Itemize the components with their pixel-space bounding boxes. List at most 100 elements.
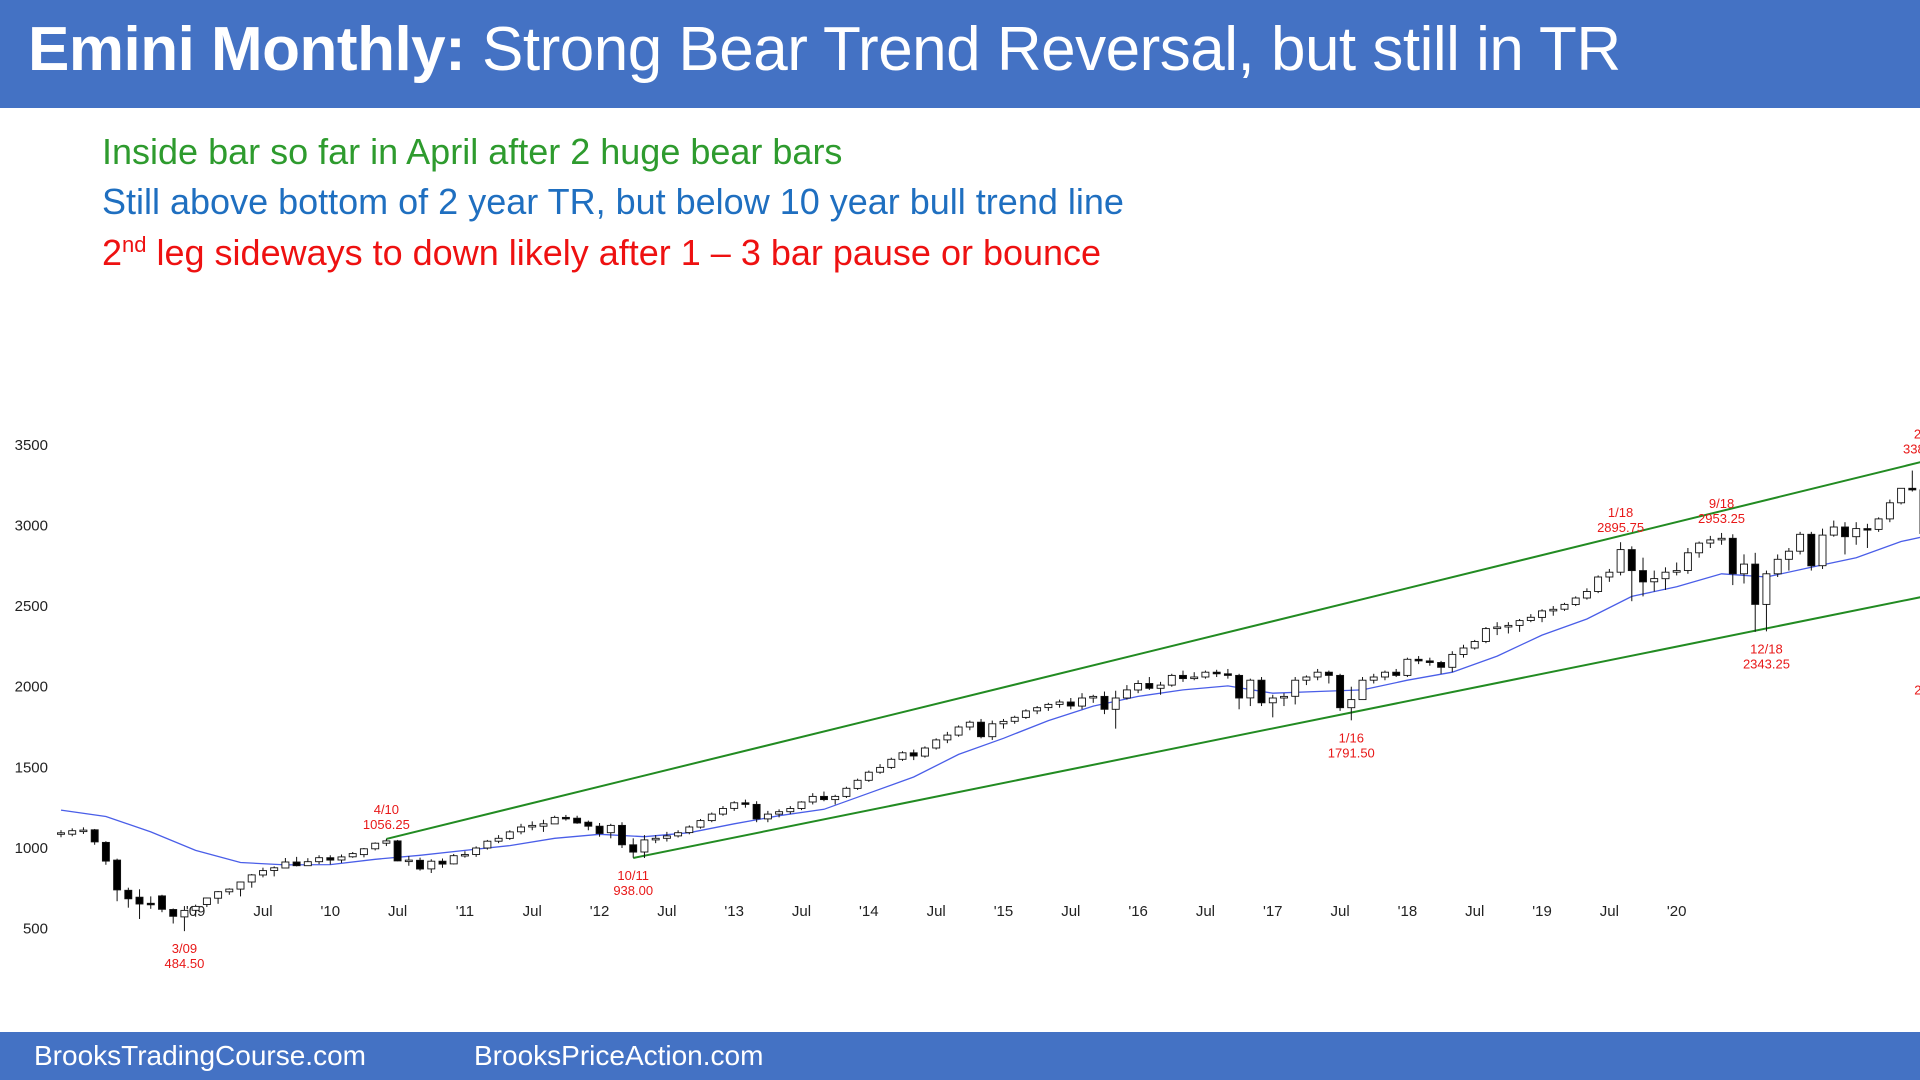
candle-bull [1381,671,1389,678]
annotation-date-label: 3/09 [172,941,197,956]
candle-bull [988,723,997,738]
candle-bull [1695,542,1704,554]
candle-bull [1672,570,1681,573]
x-tick-label: Jul [792,903,811,920]
footer-link-price-action[interactable]: BrooksPriceAction.com [474,1040,764,1071]
candle-bull [225,888,234,893]
candle-bear [90,829,99,843]
candle-bull [1122,689,1131,699]
annotation-price-label: 2343.25 [1743,656,1790,671]
candle-bull [1167,674,1176,686]
x-tick-label: '18 [1398,903,1418,920]
footer-banner: BrooksTradingCourse.com BrooksPriceActio… [0,1032,1920,1080]
candle-bear [584,821,593,827]
candle-bull [270,867,279,871]
candle-bull [853,779,862,789]
candle-bear [820,795,828,801]
channel-line-upper [386,461,1920,840]
candle-bear [1336,674,1345,709]
candle-bear [1751,563,1760,605]
candle-bull [483,840,492,849]
candle-bear [1863,528,1872,531]
channel-line-lower [633,596,1920,859]
candle-bear [292,861,301,867]
moving-average-line [60,536,1920,866]
x-tick-label: '12 [590,903,610,920]
y-tick-label: 3500 [15,437,48,454]
candle-bear [416,859,424,870]
note-second-leg-number: 2 [102,232,123,273]
annotation-date-label: 12/18 [1750,641,1783,656]
candle-bull [1683,552,1692,571]
candle-bull [1055,701,1064,705]
y-tick-label: 2000 [15,679,48,696]
footer-link-trading-course[interactable]: BrooksTradingCourse.com [34,1040,366,1071]
candle-bull [505,831,514,839]
candle-bull [1740,563,1748,575]
annotation-price-label: 2953.25 [1698,511,1745,526]
candle-bull [1459,647,1468,655]
candle-bear [741,802,750,805]
candle-bull [180,909,189,918]
candle-bull [539,823,548,827]
candle-bear [169,909,178,917]
candle-bull [1650,578,1659,583]
title-banner: Emini Monthly: Strong Bear Trend Reversa… [0,0,1920,108]
candle-bull [965,721,974,728]
candle-bull [1078,697,1086,707]
candle-bear [1425,660,1434,663]
candle-bull [808,795,817,803]
candle-bull [651,837,660,841]
x-tick-label: '20 [1667,903,1687,920]
candle-bull [1852,528,1861,538]
annotation-date-label: 1/16 [1339,730,1364,745]
candle-bull [494,837,503,842]
candle-bear [595,825,604,834]
candle-bear [1223,673,1232,676]
candle-bear [1066,701,1075,707]
candle-bear [1728,537,1737,575]
candle-bull [1549,608,1558,612]
candle-bull [1493,626,1502,630]
candle-bull [797,801,806,809]
candle-bull [763,813,772,820]
candle-bull [57,832,65,835]
candle-bull [954,726,963,736]
candle-bull [449,855,458,865]
x-tick-label: '17 [1263,903,1283,920]
annotation-price-label: 2895.75 [1597,520,1644,535]
candle-bull [1246,679,1255,699]
candle-bull [1526,616,1535,621]
note-inside-bar: Inside bar so far in April after 2 huge … [102,131,843,172]
candle-bull [1605,571,1614,578]
candle-bull [517,826,525,833]
note-trading-range: Still above bottom of 2 year TR, but bel… [102,181,1124,222]
candle-bull [606,824,615,834]
x-tick-label: Jul [1330,903,1349,920]
candle-bull [898,752,907,760]
candle-bull [920,747,929,757]
candle-bear [1627,549,1636,572]
x-tick-label: '16 [1128,903,1148,920]
candle-bull [528,824,537,828]
annotation-price-label: 938.00 [613,883,653,898]
x-tick-label: Jul [253,903,272,920]
x-tick-label: Jul [1600,903,1619,920]
candle-bull [1089,695,1098,699]
note-second-leg-suffix: nd [122,232,147,257]
annotation-price-label: 3382.50 [1903,442,1920,457]
candle-bull [1280,695,1288,699]
candle-bull [1010,716,1019,722]
y-tick-label: 500 [23,921,48,938]
candle-bull [1111,697,1120,710]
candle-bull [1347,699,1356,709]
candle-bull [842,787,851,797]
annotation-date-label: 2/20 [1914,427,1920,442]
candle-bull [1784,550,1793,560]
candle-bull [674,832,683,837]
annotation-date-label: 1/18 [1608,505,1633,520]
y-tick-label: 1000 [15,840,48,857]
candle-bear [1437,662,1446,668]
candle-bear [1841,526,1849,538]
candle-bull [460,854,469,857]
